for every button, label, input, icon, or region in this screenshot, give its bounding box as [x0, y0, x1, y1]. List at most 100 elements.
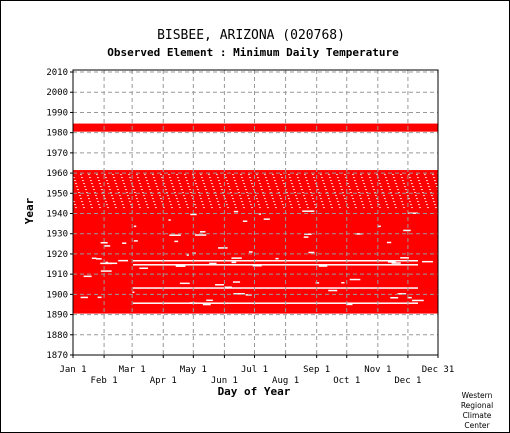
missing-data-mark: [318, 265, 328, 267]
x-tick-label: Apr 1: [150, 376, 177, 386]
missing-data-mark: [435, 207, 437, 209]
missing-data-mark: [305, 201, 307, 203]
missing-data-mark: [113, 201, 115, 203]
missing-data-mark: [340, 186, 342, 188]
missing-data-mark: [339, 183, 341, 185]
missing-data-mark: [108, 186, 110, 188]
missing-data-mark: [188, 186, 190, 188]
missing-data-mark: [206, 192, 208, 194]
missing-data-mark: [386, 204, 388, 206]
missing-data-mark: [114, 204, 116, 206]
missing-data-mark: [90, 204, 92, 206]
missing-data-mark: [192, 252, 196, 254]
missing-data-mark: [138, 204, 140, 206]
missing-data-mark: [341, 281, 345, 284]
missing-data-mark: [334, 192, 336, 194]
missing-data-mark: [413, 189, 415, 191]
missing-data-mark: [411, 183, 413, 185]
missing-data-mark: [337, 201, 339, 203]
missing-data-mark: [185, 201, 187, 203]
missing-data-mark: [393, 177, 395, 179]
missing-data-mark: [255, 195, 257, 197]
missing-data-mark: [136, 174, 138, 176]
missing-data-mark: [362, 204, 364, 206]
missing-data-mark: [379, 207, 381, 209]
missing-data-mark: [392, 198, 394, 200]
missing-data-mark: [355, 233, 363, 235]
missing-data-mark: [208, 174, 210, 176]
missing-data-mark: [404, 186, 406, 188]
missing-data-mark: [416, 174, 418, 176]
missing-data-mark: [80, 296, 88, 299]
missing-data-mark: [245, 189, 247, 191]
missing-data-mark: [398, 192, 400, 194]
missing-data-mark: [161, 201, 163, 203]
missing-data-mark: [231, 195, 233, 197]
missing-data-mark: [221, 189, 223, 191]
missing-data-mark: [434, 180, 436, 182]
missing-data-mark: [226, 204, 228, 206]
missing-data-mark: [336, 198, 338, 200]
missing-data-mark: [81, 201, 83, 203]
missing-data-mark: [152, 174, 154, 176]
chart-title: BISBEE, ARIZONA (020768): [157, 28, 345, 43]
missing-data-mark: [385, 201, 387, 203]
missing-data-mark: [95, 195, 97, 197]
missing-data-mark: [400, 198, 402, 200]
missing-data-mark: [91, 257, 97, 260]
missing-data-mark: [324, 186, 326, 188]
missing-data-mark: [153, 177, 155, 179]
plot-border: [72, 69, 439, 356]
missing-data-mark: [106, 180, 108, 182]
missing-data-mark: [128, 174, 130, 176]
missing-data-mark: [309, 189, 311, 191]
missing-data-mark: [262, 192, 264, 194]
missing-data-mark: [179, 183, 181, 185]
missing-data-mark: [423, 195, 425, 197]
missing-data-mark: [162, 180, 164, 182]
missing-data-mark: [231, 257, 242, 259]
missing-data-mark: [368, 198, 370, 200]
missing-data-mark: [243, 207, 245, 209]
missing-data-mark: [296, 198, 298, 200]
missing-data-mark: [211, 207, 213, 209]
missing-data-mark: [232, 198, 234, 200]
missing-data-mark: [322, 180, 324, 182]
missing-data-mark: [192, 174, 194, 176]
missing-data-mark: [210, 204, 212, 206]
missing-data-mark: [174, 240, 179, 243]
missing-data-mark: [96, 258, 102, 260]
missing-data-mark: [410, 180, 412, 182]
missing-data-mark: [347, 183, 349, 185]
missing-data-mark: [97, 201, 99, 203]
missing-data-mark: [213, 189, 215, 191]
missing-data-mark: [73, 177, 75, 179]
missing-data-mark: [179, 282, 190, 285]
missing-data-mark: [90, 180, 92, 182]
missing-data-mark: [180, 186, 182, 188]
missing-data-mark: [156, 186, 158, 188]
missing-data-mark: [300, 186, 302, 188]
missing-data-mark: [128, 198, 130, 200]
missing-data-mark: [293, 189, 295, 191]
missing-data-mark: [429, 189, 431, 191]
missing-data-mark: [244, 186, 246, 188]
missing-data-mark: [341, 189, 343, 191]
missing-data-mark: [241, 201, 243, 203]
missing-data-mark: [215, 195, 217, 197]
coverage-band-3: [73, 123, 438, 132]
missing-data-mark: [143, 195, 145, 197]
missing-data-mark: [342, 192, 344, 194]
missing-data-mark: [178, 180, 180, 182]
missing-data-mark: [355, 207, 357, 209]
missing-data-mark: [256, 198, 258, 200]
missing-data-mark: [252, 186, 254, 188]
missing-data-mark: [292, 186, 294, 188]
missing-data-mark: [402, 204, 404, 206]
missing-data-mark: [74, 204, 76, 206]
missing-data-mark: [228, 186, 230, 188]
missing-data-mark: [182, 192, 184, 194]
missing-data-mark: [369, 201, 371, 203]
missing-data-mark: [219, 207, 221, 209]
missing-data-mark: [233, 210, 239, 213]
